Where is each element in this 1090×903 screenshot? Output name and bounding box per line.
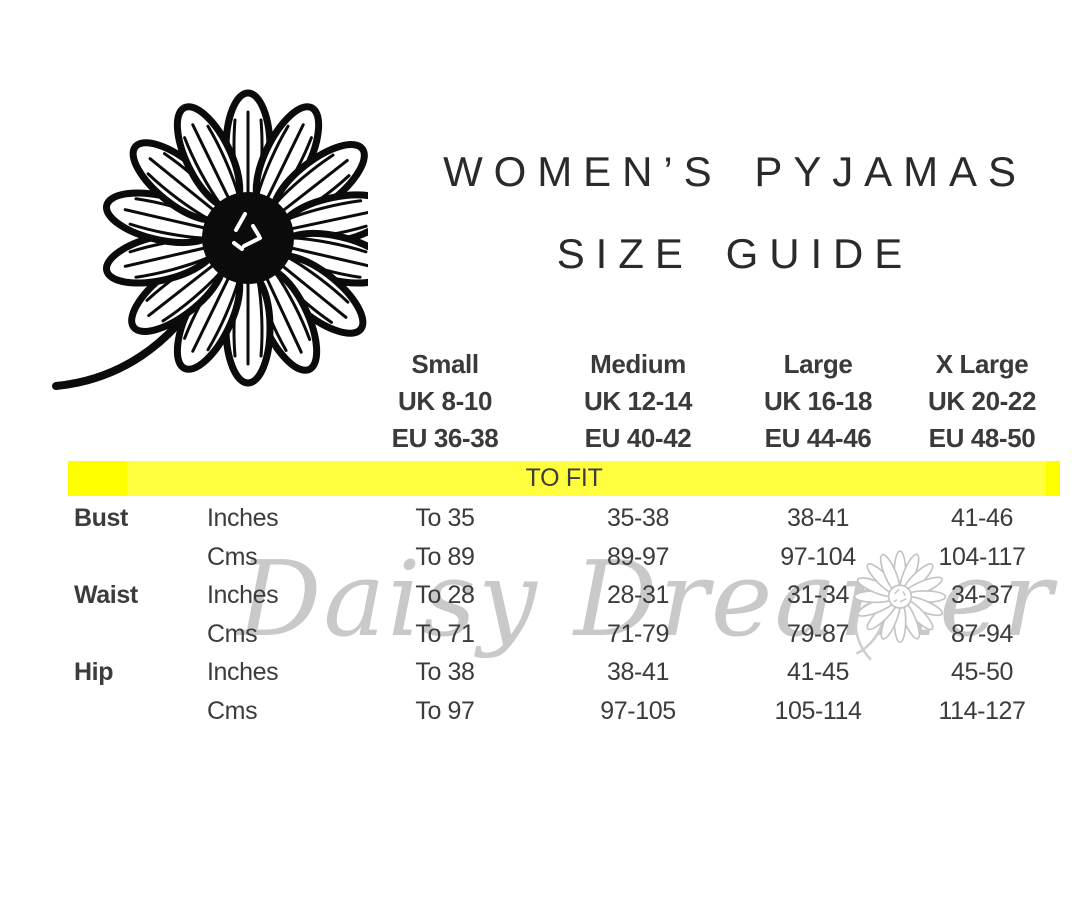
uk-size: UK 12-14	[583, 386, 693, 416]
measure-label	[68, 692, 207, 731]
uk-size: UK 16-18	[763, 386, 873, 416]
column-header-x-large: X Large UK 20-22 EU 48-50	[904, 346, 1060, 457]
unit-label: Cms	[207, 619, 258, 648]
measure-label: Hip	[74, 658, 114, 687]
daisy-logo-icon	[52, 88, 368, 390]
page-title-line2: SIZE GUIDE	[556, 230, 914, 277]
column-header-small: Small UK 8-10 EU 36-38	[346, 346, 544, 457]
value-cell: 41-46	[951, 504, 1013, 532]
unit-label: Cms	[207, 542, 258, 571]
unit-label: Inches	[207, 504, 279, 532]
size-name: Medium	[590, 349, 686, 379]
value-cell: To 28	[415, 581, 475, 610]
value-cell: 87-94	[951, 619, 1013, 648]
value-cell: To 97	[415, 696, 475, 725]
value-cell: 28-31	[607, 581, 669, 610]
to-fit-band: TO FIT	[68, 461, 1060, 496]
value-cell: 89-97	[607, 542, 669, 571]
page-title: WOMEN’S PYJAMAS SIZE GUIDE	[430, 148, 1040, 278]
column-header-medium: Medium UK 12-14 EU 40-42	[544, 346, 732, 457]
value-cell: To 89	[415, 542, 475, 571]
value-cell: 35-38	[607, 504, 669, 532]
to-fit-label: TO FIT	[525, 464, 603, 492]
value-cell: 45-50	[951, 658, 1013, 687]
measurement-rows: Bust Inches To 35 35-38 38-41 41-46 Cms …	[68, 499, 1060, 731]
size-name: X Large	[935, 349, 1029, 379]
value-cell: 31-34	[787, 581, 849, 610]
value-cell: 38-41	[607, 658, 669, 687]
eu-size: EU 40-42	[584, 423, 692, 453]
value-cell: 41-45	[787, 658, 849, 687]
uk-size: UK 20-22	[927, 386, 1037, 416]
size-name: Large	[783, 349, 853, 379]
measure-label	[68, 538, 207, 577]
measure-label	[68, 615, 207, 654]
value-cell: 38-41	[787, 504, 849, 532]
measure-label: Waist	[74, 581, 138, 610]
eu-size: EU 36-38	[391, 423, 499, 453]
value-cell: 71-79	[607, 619, 669, 648]
size-name: Small	[411, 349, 479, 379]
value-cell: 79-87	[787, 619, 849, 648]
eu-size: EU 44-46	[764, 423, 872, 453]
uk-size: UK 8-10	[397, 386, 492, 416]
measure-label: Bust	[74, 504, 128, 532]
column-header-large: Large UK 16-18 EU 44-46	[732, 346, 904, 457]
value-cell: 97-104	[780, 542, 856, 571]
value-cell: To 35	[415, 504, 475, 532]
size-column-headers: Small UK 8-10 EU 36-38 Medium UK 12-14 E…	[68, 346, 1060, 457]
page-title-line1: WOMEN’S PYJAMAS	[443, 148, 1027, 195]
eu-size: EU 48-50	[928, 423, 1036, 453]
value-cell: 104-117	[938, 542, 1026, 571]
value-cell: 34-37	[951, 581, 1013, 610]
value-cell: 114-127	[938, 696, 1026, 725]
size-guide-table: Small UK 8-10 EU 36-38 Medium UK 12-14 E…	[68, 346, 1060, 731]
unit-label: Inches	[207, 658, 279, 687]
value-cell: 105-114	[774, 696, 862, 725]
value-cell: To 71	[415, 619, 475, 648]
value-cell: 97-105	[600, 696, 676, 725]
unit-label: Inches	[207, 581, 279, 610]
unit-label: Cms	[207, 696, 258, 725]
value-cell: To 38	[415, 658, 475, 687]
